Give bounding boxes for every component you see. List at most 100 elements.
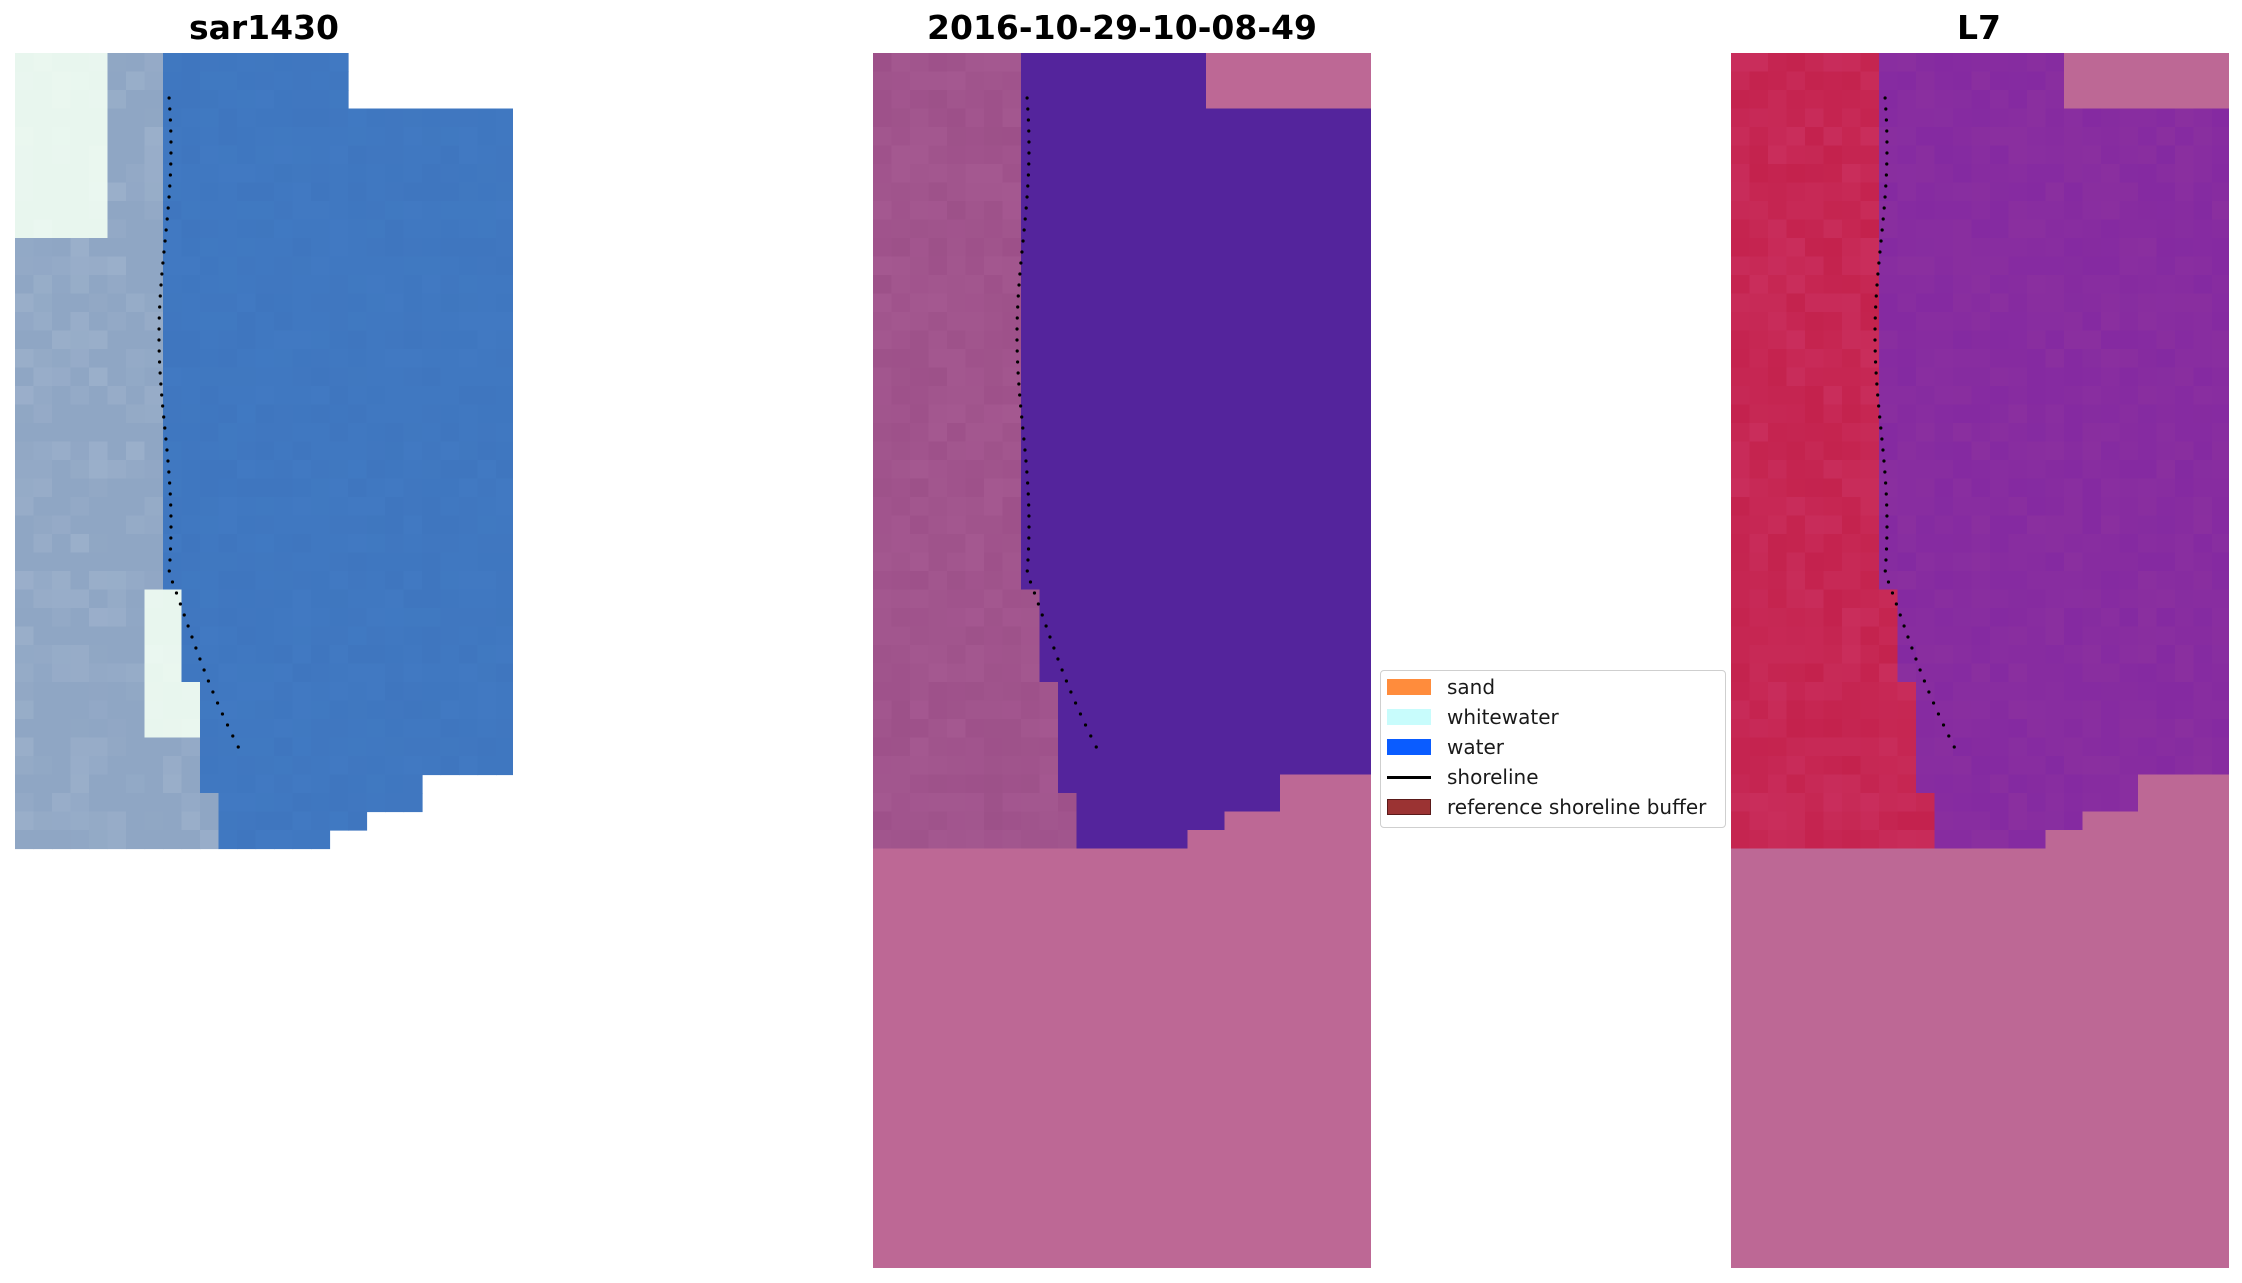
shoreline-point bbox=[1025, 96, 1029, 100]
legend-item-water: water bbox=[1387, 733, 1504, 761]
shoreline-point bbox=[1025, 195, 1029, 199]
shoreline-point bbox=[1884, 184, 1888, 188]
shoreline-point bbox=[165, 217, 169, 221]
shoreline-point bbox=[169, 140, 173, 144]
buffer-swatch bbox=[1387, 799, 1431, 815]
shoreline-point bbox=[1879, 426, 1883, 430]
shoreline-point bbox=[1026, 173, 1030, 177]
shoreline-point bbox=[1885, 514, 1889, 518]
shoreline-points bbox=[1873, 96, 1956, 749]
shoreline-point bbox=[1044, 624, 1048, 628]
shoreline-point bbox=[164, 228, 168, 232]
shoreline-point bbox=[1879, 239, 1883, 243]
shoreline-point bbox=[1078, 712, 1083, 716]
shoreline-point bbox=[194, 646, 198, 650]
shoreline-point bbox=[164, 437, 168, 441]
shoreline-point bbox=[1922, 679, 1927, 683]
shoreline-point bbox=[1027, 151, 1031, 155]
shoreline-point bbox=[1016, 305, 1020, 309]
index-image bbox=[1731, 53, 2229, 1268]
shoreline-point bbox=[1877, 404, 1881, 408]
shoreline-point bbox=[160, 272, 164, 276]
shoreline-point bbox=[1874, 305, 1878, 309]
shoreline-point bbox=[1024, 459, 1028, 463]
shoreline-point bbox=[1884, 107, 1888, 111]
shoreline-point bbox=[174, 591, 179, 595]
shoreline-point bbox=[1882, 459, 1886, 463]
shoreline-point bbox=[1883, 569, 1887, 573]
shoreline-point bbox=[1048, 635, 1052, 639]
shoreline-point bbox=[1015, 360, 1020, 364]
water-swatch bbox=[1387, 739, 1431, 755]
rgb-image bbox=[15, 53, 513, 850]
shoreline-point bbox=[1027, 525, 1031, 529]
shoreline-point bbox=[1015, 327, 1019, 331]
shoreline-point bbox=[1885, 140, 1889, 144]
shoreline-point bbox=[1028, 580, 1033, 584]
panel-title-classified: 2016-10-29-10-08-49 bbox=[927, 8, 1317, 47]
shoreline-point bbox=[1883, 96, 1887, 100]
shoreline-point bbox=[1023, 217, 1027, 221]
shoreline-point bbox=[1894, 602, 1898, 606]
shoreline-point bbox=[1015, 338, 1019, 342]
shoreline-point bbox=[1885, 536, 1889, 540]
shoreline-point bbox=[1016, 371, 1020, 375]
shoreline-point bbox=[157, 360, 162, 364]
shoreline-point bbox=[169, 129, 173, 133]
legend-label-whitewater: whitewater bbox=[1447, 705, 1559, 729]
shoreline-point bbox=[211, 690, 215, 694]
shoreline-points bbox=[1015, 96, 1098, 749]
shoreline-point bbox=[169, 503, 173, 507]
shoreline-point bbox=[1027, 129, 1031, 133]
shoreline-point bbox=[163, 426, 167, 430]
shoreline-point bbox=[1952, 745, 1956, 749]
shoreline-point bbox=[1026, 547, 1031, 551]
shoreline-point bbox=[167, 195, 171, 199]
shoreline-point bbox=[220, 712, 225, 716]
shoreline-point bbox=[1094, 745, 1098, 749]
shoreline-point bbox=[1083, 723, 1088, 727]
shoreline-point bbox=[168, 547, 173, 551]
rgb-image-panel bbox=[15, 53, 513, 1268]
shoreline-point bbox=[1884, 173, 1888, 177]
sand-swatch bbox=[1387, 679, 1431, 695]
shoreline-point bbox=[1089, 734, 1093, 738]
shoreline-point bbox=[1885, 525, 1889, 529]
shoreline-point bbox=[1026, 118, 1030, 122]
shoreline-point bbox=[1015, 316, 1019, 320]
shoreline-point bbox=[1073, 701, 1078, 705]
shoreline-point bbox=[1027, 503, 1031, 507]
panel-title-ndwi: L7 bbox=[1957, 8, 2001, 47]
shoreline-point bbox=[159, 382, 163, 386]
shoreline-point bbox=[190, 635, 194, 639]
shoreline-point bbox=[1885, 129, 1889, 133]
shoreline-point bbox=[1885, 151, 1889, 155]
shoreline-point bbox=[186, 624, 190, 628]
index-image-panel bbox=[1731, 53, 2229, 1268]
shoreline-point bbox=[1019, 261, 1023, 265]
shoreline-point bbox=[1026, 184, 1030, 188]
shoreline-point bbox=[1931, 701, 1936, 705]
legend-item-shoreline: shoreline bbox=[1387, 763, 1539, 791]
shoreline-point bbox=[167, 569, 171, 573]
shoreline-point bbox=[1017, 283, 1021, 287]
shoreline-point bbox=[178, 602, 182, 606]
legend: sand whitewater water shoreline referenc… bbox=[1380, 670, 1726, 828]
shoreline-point bbox=[198, 657, 202, 661]
shoreline-point bbox=[166, 206, 170, 210]
shoreline-point bbox=[1881, 217, 1885, 221]
shoreline-point bbox=[1056, 657, 1060, 661]
shoreline-point bbox=[168, 173, 172, 177]
shoreline-point bbox=[168, 492, 172, 496]
shoreline-point bbox=[182, 613, 186, 617]
shoreline-point bbox=[1902, 624, 1906, 628]
shoreline-point bbox=[1025, 470, 1029, 474]
shoreline-point bbox=[1022, 228, 1026, 232]
shoreline-point bbox=[159, 283, 163, 287]
shoreline-point bbox=[161, 261, 165, 265]
shoreline-point bbox=[1884, 481, 1888, 485]
classified-image bbox=[873, 53, 1371, 1268]
shoreline-point bbox=[1060, 668, 1064, 672]
shoreline-point bbox=[1880, 228, 1884, 232]
shoreline-point bbox=[1018, 272, 1022, 276]
